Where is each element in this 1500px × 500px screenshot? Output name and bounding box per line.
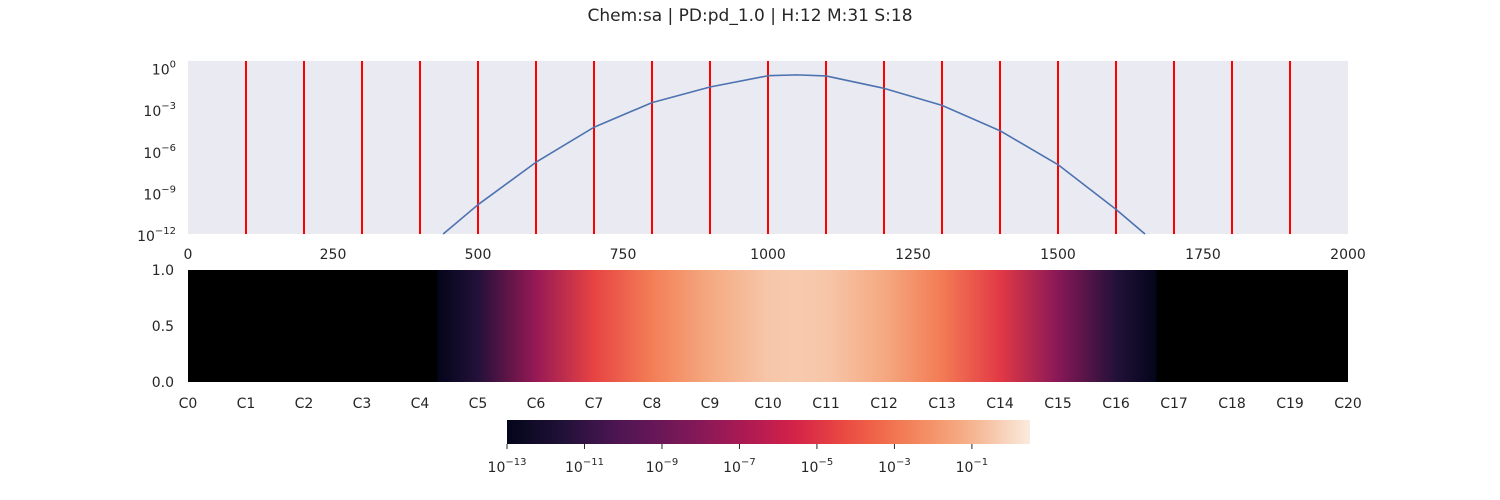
heatmap-x-label: C13 <box>928 396 956 412</box>
heatmap-x-label: C10 <box>754 396 782 412</box>
heatmap-x-label: C12 <box>870 396 898 412</box>
red-vertical-lines <box>245 61 1291 234</box>
heatmap-x-label: C9 <box>701 396 720 412</box>
colorbar-tick-label: 10−7 <box>723 457 756 476</box>
line-panel-y-ticks: 100 10−3 10−6 10−9 10−12 <box>137 60 176 245</box>
colorbar-ticks: 10−13 10−11 10−9 10−7 10−5 10−3 10−1 <box>488 444 989 476</box>
heatmap-x-label: C14 <box>986 396 1014 412</box>
heatmap-x-label: C8 <box>643 396 662 412</box>
heatmap-x-label: C15 <box>1044 396 1072 412</box>
heatmap-x-ticks: C0 C1 C2 C3 C4 C5 C6 C7 C8 C9 C10 C11 C12 C13 C14 C15 C1… <box>179 396 1362 412</box>
colorbar-bar <box>507 420 1030 444</box>
heatmap-x-label: C4 <box>411 396 430 412</box>
x-tick-label: 250 <box>320 247 347 263</box>
x-tick-label: 500 <box>465 247 492 263</box>
colorbar-tick-label: 10−1 <box>956 457 989 476</box>
heatmap-x-label: C5 <box>469 396 488 412</box>
x-tick-label: 1500 <box>1040 247 1076 263</box>
heatmap-x-label: C3 <box>353 396 372 412</box>
x-tick-label: 2000 <box>1330 247 1366 263</box>
x-tick-label: 1250 <box>895 247 931 263</box>
heatmap-x-label: C7 <box>585 396 604 412</box>
heatmap-x-label: C11 <box>812 396 840 412</box>
colorbar-tick-label: 10−13 <box>488 457 527 476</box>
heatmap-x-label: C17 <box>1160 396 1188 412</box>
heatmap-x-label: C18 <box>1218 396 1246 412</box>
colorbar-tick-label: 10−5 <box>801 457 834 476</box>
heatmap-x-label: C6 <box>527 396 546 412</box>
y-tick-label: 100 <box>152 60 176 79</box>
x-tick-label: 1000 <box>750 247 786 263</box>
colorbar-tick-label: 10−11 <box>565 457 604 476</box>
x-tick-label: 0 <box>184 247 193 263</box>
y-tick-label: 10−3 <box>143 101 176 120</box>
figure-title: Chem:sa | PD:pd_1.0 | H:12 M:31 S:18 <box>587 6 913 26</box>
line-panel-x-ticks: 0 250 500 750 1000 1250 1500 1750 2000 <box>184 247 1366 263</box>
heatmap-x-label: C1 <box>237 396 256 412</box>
line-panel: 0 250 500 750 1000 1250 1500 1750 2000 10010−310… <box>137 60 1366 263</box>
heatmap-y-label: 0.0 <box>152 375 174 391</box>
heatmap-x-label: C16 <box>1102 396 1130 412</box>
heatmap-x-label: C19 <box>1276 396 1304 412</box>
y-tick-label: 10−12 <box>137 226 176 245</box>
heatmap-profile <box>437 270 1157 382</box>
x-tick-label: 750 <box>610 247 637 263</box>
heatmap-x-label: C20 <box>1334 396 1362 412</box>
heatmap-y-label: 0.5 <box>152 319 174 335</box>
heatmap-y-ticks: 0.0 0.5 1.0 <box>152 263 174 391</box>
y-tick-label: 10−6 <box>143 143 176 162</box>
series-curve <box>442 74 1146 235</box>
heatmap-x-label: C0 <box>179 396 198 412</box>
colorbar-tick-label: 10−3 <box>878 457 911 476</box>
colorbar: 10−13 10−11 10−9 10−7 10−5 10−3 10−1 <box>488 420 1030 476</box>
heatmap-y-label: 1.0 <box>152 263 174 279</box>
heatmap-panel: C0 C1 C2 C3 C4 C5 C6 C7 C8 C9 C10 C11 C12 C13 C14 C15 C1… <box>152 263 1362 412</box>
y-tick-label: 10−9 <box>143 184 176 203</box>
heatmap-x-label: C2 <box>295 396 314 412</box>
x-tick-label: 1750 <box>1185 247 1221 263</box>
colorbar-tick-label: 10−9 <box>646 457 679 476</box>
